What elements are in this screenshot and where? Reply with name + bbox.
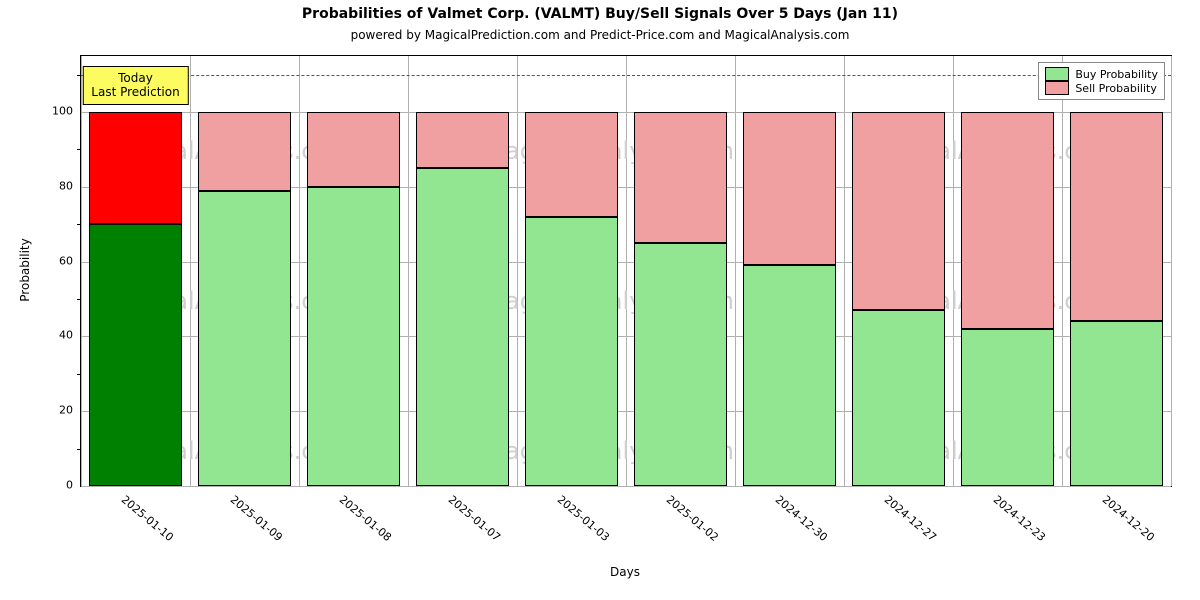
y-minor-tick — [77, 149, 81, 150]
sell-bar — [743, 112, 836, 265]
sell-bar — [416, 112, 509, 168]
gridline-v — [1171, 56, 1172, 486]
x-axis-label: Days — [610, 565, 640, 579]
sell-bar — [634, 112, 727, 243]
bar-group — [416, 56, 509, 486]
legend-label: Sell Probability — [1075, 82, 1157, 95]
x-tick-label: 2024-12-23 — [990, 493, 1047, 544]
bar-group — [961, 56, 1054, 486]
y-minor-tick — [77, 75, 81, 76]
y-tick-label: 80 — [45, 179, 73, 192]
y-tick-label: 100 — [45, 105, 73, 118]
x-tick-label: 2025-01-07 — [445, 493, 502, 544]
today-annotation: Today Last Prediction — [82, 66, 188, 105]
legend-label: Buy Probability — [1075, 68, 1158, 81]
y-axis-label: Probability — [18, 238, 32, 301]
reference-line — [81, 75, 1171, 76]
sell-bar — [307, 112, 400, 187]
x-tick-label: 2025-01-10 — [118, 493, 175, 544]
bar-group — [1070, 56, 1163, 486]
x-tick-label: 2024-12-20 — [1099, 493, 1156, 544]
bar-group — [307, 56, 400, 486]
gridline-h — [81, 486, 1171, 487]
sell-bar — [525, 112, 618, 217]
y-minor-tick — [77, 224, 81, 225]
x-tick-label: 2025-01-09 — [227, 493, 284, 544]
sell-bar — [89, 112, 182, 224]
plot-area: MagicalAnalysis.comMagicalAnalysis.comMa… — [80, 55, 1172, 487]
x-tick-label: 2024-12-30 — [772, 493, 829, 544]
buy-bar — [307, 187, 400, 486]
chart-title: Probabilities of Valmet Corp. (VALMT) Bu… — [0, 6, 1200, 22]
bar-group — [852, 56, 945, 486]
buy-bar — [525, 217, 618, 486]
bar-group — [634, 56, 727, 486]
x-tick-label: 2025-01-03 — [554, 493, 611, 544]
buy-bar — [1070, 321, 1163, 486]
sell-bar — [961, 112, 1054, 329]
legend: Buy ProbabilitySell Probability — [1038, 62, 1165, 100]
bar-group — [89, 56, 182, 486]
y-tick-label: 0 — [45, 479, 73, 492]
bar-group — [743, 56, 836, 486]
buy-bar — [634, 243, 727, 486]
y-minor-tick — [77, 374, 81, 375]
bars-container — [81, 56, 1171, 486]
legend-swatch — [1045, 67, 1069, 81]
x-tick-label: 2025-01-02 — [663, 493, 720, 544]
sell-bar — [852, 112, 945, 310]
y-tick-label: 40 — [45, 329, 73, 342]
y-tick-label: 20 — [45, 404, 73, 417]
chart-subtitle: powered by MagicalPrediction.com and Pre… — [0, 28, 1200, 42]
buy-bar — [961, 329, 1054, 486]
buy-bar — [416, 168, 509, 486]
x-tick-label: 2024-12-27 — [881, 493, 938, 544]
x-tick-label: 2025-01-08 — [336, 493, 393, 544]
sell-bar — [198, 112, 291, 191]
buy-bar — [852, 310, 945, 486]
y-minor-tick — [77, 299, 81, 300]
sell-bar — [1070, 112, 1163, 321]
legend-swatch — [1045, 81, 1069, 95]
bar-group — [525, 56, 618, 486]
legend-item: Buy Probability — [1045, 67, 1158, 81]
buy-bar — [89, 224, 182, 486]
y-tick-label: 60 — [45, 254, 73, 267]
chart-root: Probabilities of Valmet Corp. (VALMT) Bu… — [0, 0, 1200, 600]
bar-group — [198, 56, 291, 486]
buy-bar — [743, 265, 836, 486]
legend-item: Sell Probability — [1045, 81, 1158, 95]
y-minor-tick — [77, 449, 81, 450]
buy-bar — [198, 191, 291, 486]
